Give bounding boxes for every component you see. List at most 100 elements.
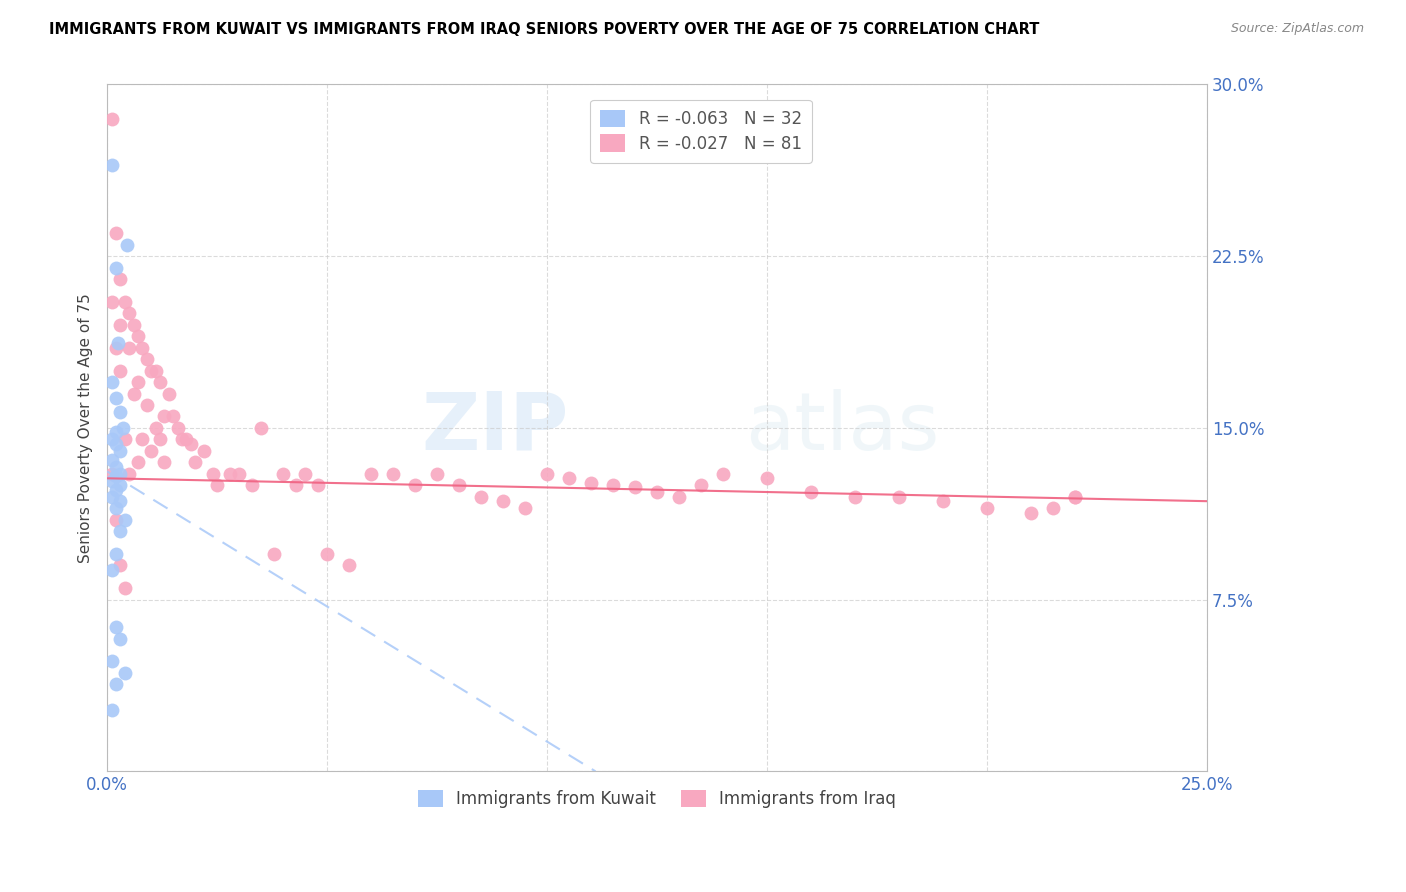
Point xyxy=(114,665,136,680)
Point xyxy=(110,405,132,419)
Point xyxy=(558,471,581,485)
Point xyxy=(127,455,149,469)
Point xyxy=(110,364,132,378)
Point xyxy=(110,467,132,481)
Point xyxy=(127,329,149,343)
Point xyxy=(645,485,668,500)
Point xyxy=(1019,506,1042,520)
Point xyxy=(176,433,198,447)
Point xyxy=(449,478,471,492)
Point xyxy=(127,375,149,389)
Point xyxy=(110,318,132,332)
Point xyxy=(887,490,910,504)
Point xyxy=(100,655,122,669)
Point xyxy=(263,547,285,561)
Point xyxy=(193,443,215,458)
Point xyxy=(316,547,339,561)
Point xyxy=(756,471,779,485)
Point xyxy=(131,341,153,355)
Point xyxy=(107,336,129,351)
Point xyxy=(250,421,273,435)
Point xyxy=(228,467,250,481)
Text: atlas: atlas xyxy=(745,389,939,467)
Point xyxy=(285,478,308,492)
Point xyxy=(111,421,134,435)
Point xyxy=(536,467,558,481)
Point xyxy=(1042,501,1064,516)
Point xyxy=(110,478,132,492)
Point xyxy=(114,433,136,447)
Point xyxy=(1064,490,1087,504)
Point xyxy=(513,501,536,516)
Point xyxy=(219,467,242,481)
Point xyxy=(100,474,122,488)
Point xyxy=(149,375,172,389)
Point xyxy=(135,352,157,367)
Point xyxy=(118,306,141,320)
Point xyxy=(104,501,127,516)
Point xyxy=(1064,490,1087,504)
Text: ZIP: ZIP xyxy=(422,389,569,467)
Point xyxy=(141,364,163,378)
Point xyxy=(100,453,122,467)
Point xyxy=(100,375,122,389)
Point xyxy=(104,341,127,355)
Point xyxy=(337,558,360,573)
Point xyxy=(294,467,316,481)
Point xyxy=(382,467,405,481)
Point xyxy=(110,558,132,573)
Point xyxy=(104,425,127,440)
Point xyxy=(104,677,127,691)
Point xyxy=(110,632,132,646)
Point xyxy=(114,295,136,310)
Point xyxy=(157,386,180,401)
Point xyxy=(711,467,734,481)
Point xyxy=(100,490,122,504)
Point xyxy=(690,478,713,492)
Point xyxy=(932,494,955,508)
Point xyxy=(100,563,122,577)
Point xyxy=(976,501,998,516)
Point xyxy=(104,469,127,483)
Point xyxy=(114,581,136,595)
Point xyxy=(104,459,127,474)
Point xyxy=(118,341,141,355)
Point xyxy=(104,483,127,497)
Text: IMMIGRANTS FROM KUWAIT VS IMMIGRANTS FROM IRAQ SENIORS POVERTY OVER THE AGE OF 7: IMMIGRANTS FROM KUWAIT VS IMMIGRANTS FRO… xyxy=(49,22,1039,37)
Point xyxy=(184,455,207,469)
Point xyxy=(110,443,132,458)
Point xyxy=(100,433,122,447)
Point xyxy=(426,467,449,481)
Point xyxy=(110,272,132,286)
Point xyxy=(162,409,184,424)
Point xyxy=(100,702,122,716)
Point xyxy=(602,478,624,492)
Legend: Immigrants from Kuwait, Immigrants from Iraq: Immigrants from Kuwait, Immigrants from … xyxy=(411,783,903,814)
Point xyxy=(624,480,647,494)
Point xyxy=(104,227,127,241)
Point xyxy=(492,494,515,508)
Point xyxy=(104,260,127,275)
Point xyxy=(145,421,167,435)
Point xyxy=(104,437,127,451)
Point xyxy=(149,433,172,447)
Point xyxy=(404,478,426,492)
Point xyxy=(360,467,382,481)
Point xyxy=(201,467,224,481)
Point xyxy=(271,467,294,481)
Text: Source: ZipAtlas.com: Source: ZipAtlas.com xyxy=(1230,22,1364,36)
Point xyxy=(100,295,122,310)
Point xyxy=(668,490,690,504)
Point xyxy=(170,433,193,447)
Point xyxy=(135,398,157,412)
Point xyxy=(104,620,127,634)
Point xyxy=(205,478,228,492)
Point xyxy=(166,421,188,435)
Point xyxy=(114,512,136,526)
Y-axis label: Seniors Poverty Over the Age of 75: Seniors Poverty Over the Age of 75 xyxy=(79,293,93,563)
Point xyxy=(145,364,167,378)
Point xyxy=(153,455,176,469)
Point xyxy=(844,490,866,504)
Point xyxy=(240,478,263,492)
Point xyxy=(122,386,145,401)
